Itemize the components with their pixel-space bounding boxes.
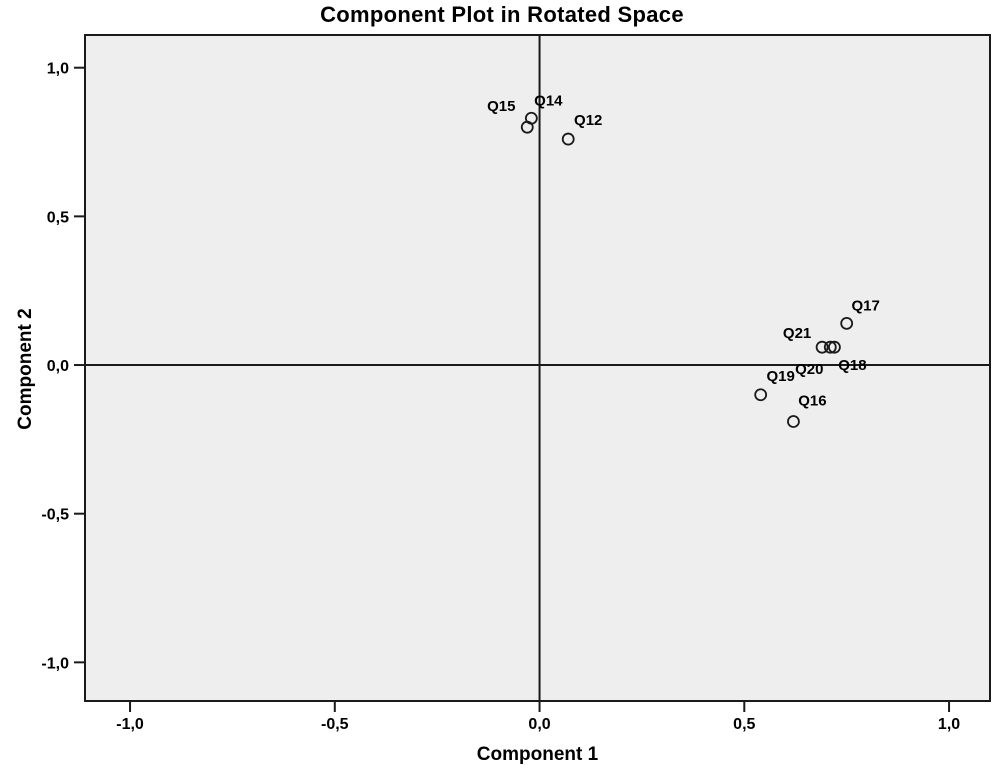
plot-frame	[84, 34, 991, 702]
x-axis-tick-label: -1,0	[116, 716, 144, 733]
data-point-label: Q16	[798, 393, 826, 410]
data-point	[823, 340, 837, 354]
y-axis-tick-label: 1,0	[47, 61, 69, 78]
data-point	[815, 340, 829, 354]
data-point	[787, 415, 800, 428]
y-axis-tick-label: 0,5	[47, 209, 69, 226]
data-point	[840, 317, 854, 330]
y-axis-title: Component 2	[15, 308, 36, 430]
data-point-label: Q14	[534, 92, 563, 109]
data-point	[561, 132, 575, 146]
x-axis-tick-label: 0,0	[528, 716, 550, 733]
data-point-label: Q12	[574, 112, 602, 129]
data-point-label: Q17	[851, 297, 879, 314]
x-axis-tick-label: 0,5	[733, 716, 755, 733]
x-axis-title: Component 1	[476, 744, 599, 765]
x-axis-tick-label: -0,5	[321, 716, 349, 733]
y-axis-tick-label: 0,0	[47, 358, 69, 375]
data-point	[524, 111, 538, 125]
data-point-label: Q20	[795, 361, 823, 378]
data-point-label: Q19	[766, 368, 794, 385]
y-axis-tick-label: -1,0	[41, 655, 69, 672]
x-axis-tick-label: 1,0	[938, 716, 960, 733]
y-axis-tick-label: -0,5	[41, 507, 69, 524]
data-point-label: Q15	[487, 98, 515, 115]
data-point-label: Q18	[838, 357, 866, 374]
data-point	[754, 388, 768, 402]
data-point	[827, 340, 841, 354]
data-point-label: Q21	[783, 325, 811, 342]
chart-title: Component Plot in Rotated Space	[320, 2, 684, 27]
